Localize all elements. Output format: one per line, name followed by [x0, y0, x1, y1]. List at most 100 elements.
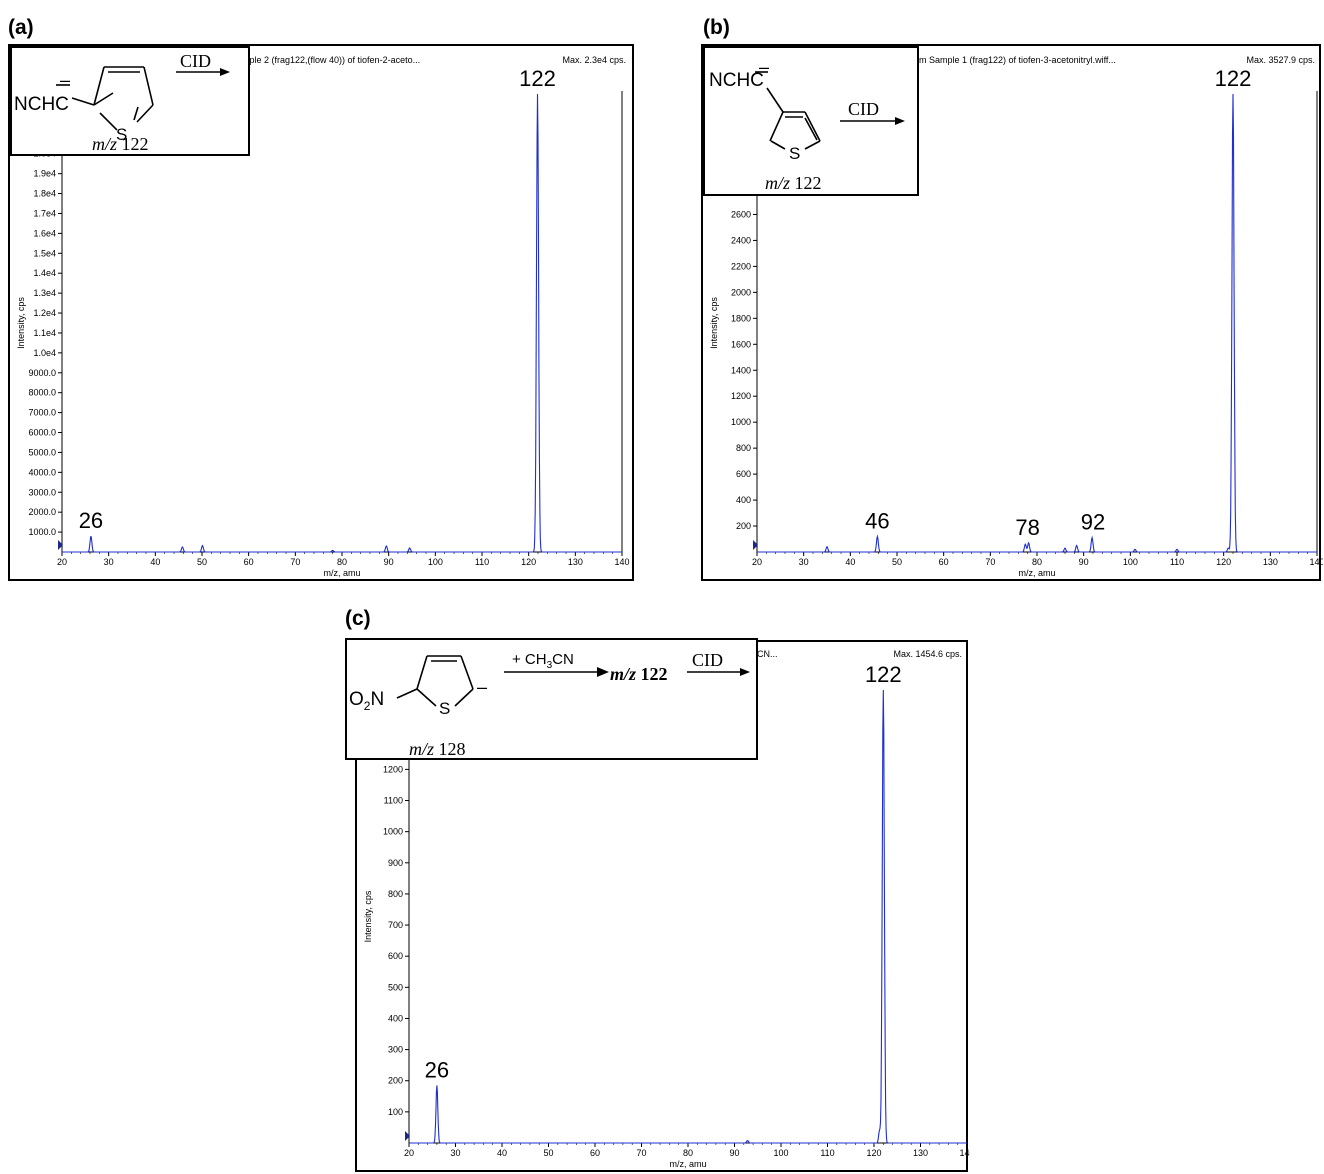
x-tick-label: 140	[959, 1148, 970, 1158]
y-tick-label: 1200	[383, 764, 403, 774]
x-tick-label: 20	[57, 557, 67, 567]
y-tick-label: 800	[388, 889, 403, 899]
y-tick-label: 2400	[731, 235, 751, 245]
y-tick-label: 2000	[731, 287, 751, 297]
y-tick-label: 1.7e4	[33, 208, 56, 218]
structure-drawing-b: NCHC – S CID m/z 122	[709, 57, 905, 193]
y-tick-label: 1000	[383, 827, 403, 837]
y-tick-label: 1.2e4	[33, 308, 56, 318]
inset-a-ring-atom: S	[116, 125, 127, 144]
x-tick-label: 130	[913, 1148, 928, 1158]
y-axis-title: Intensity, cps	[363, 890, 373, 942]
spectrum-trace	[62, 93, 622, 553]
panel-a-header: mple 2 (frag122,(flow 40)) of tiofen-2-a…	[242, 55, 421, 65]
x-tick-label: 60	[939, 557, 949, 567]
y-tick-label: 1100	[384, 796, 403, 806]
y-axis-marker	[405, 1131, 410, 1141]
inset-c-intermediate: m/z 122	[610, 664, 668, 684]
x-tick-label: 50	[892, 557, 902, 567]
x-axis-title: m/z, amu	[323, 568, 360, 578]
x-tick-label: 130	[568, 557, 583, 567]
x-tick-label: 110	[1170, 557, 1184, 567]
x-tick-label: 110	[820, 1148, 834, 1158]
x-tick-label: 60	[590, 1148, 600, 1158]
x-tick-label: 90	[1079, 557, 1089, 567]
y-tick-label: 900	[388, 858, 403, 868]
structure-inset-c: O2N – S + CH3CN m/z 122 CID m/z 128	[345, 638, 758, 760]
structure-drawing-c: O2N – S + CH3CN m/z 122 CID m/z 128	[349, 650, 750, 759]
peak-label: 92	[1081, 510, 1105, 535]
structure-inset-b: NCHC – S CID m/z 122	[703, 46, 919, 196]
x-tick-label: 50	[197, 557, 207, 567]
panel-c-header: CN...	[757, 649, 778, 659]
y-tick-label: 1000.0	[28, 527, 56, 537]
panel-label-a: (a)	[8, 16, 34, 39]
y-tick-label: 1.1e4	[33, 328, 56, 338]
inset-b-mz: m/z 122	[765, 173, 822, 193]
inset-c-charge: –	[477, 677, 487, 697]
y-tick-label: 500	[388, 982, 403, 992]
x-tick-label: 80	[1032, 557, 1042, 567]
y-tick-label: 8000.0	[28, 388, 56, 398]
y-tick-label: 1.8e4	[33, 189, 56, 199]
x-tick-label: 70	[985, 557, 995, 567]
inset-b-ring-atom: S	[789, 144, 800, 163]
y-tick-label: 200	[736, 521, 751, 531]
y-tick-label: 6000.0	[28, 428, 56, 438]
peak-label: 122	[519, 66, 556, 91]
x-tick-label: 130	[1263, 557, 1278, 567]
y-tick-label: 300	[388, 1045, 403, 1055]
peak-label: 78	[1015, 515, 1039, 540]
x-tick-label: 30	[799, 557, 809, 567]
x-tick-label: 90	[729, 1148, 739, 1158]
x-tick-label: 30	[450, 1148, 460, 1158]
inset-b-charge: –	[759, 57, 769, 77]
x-tick-label: 120	[521, 557, 536, 567]
y-tick-label: 1.5e4	[33, 248, 56, 258]
y-tick-label: 1.9e4	[33, 169, 56, 179]
structure-drawing-a: NCHC – S CID m/z 122	[14, 51, 230, 154]
y-tick-label: 2200	[731, 261, 751, 271]
peak-label: 46	[865, 508, 889, 533]
peak-label: 26	[425, 1057, 449, 1082]
peak-label: 26	[79, 508, 103, 533]
structure-inset-a: NCHC – S CID m/z 122	[10, 46, 250, 156]
panel-b-header: m Sample 1 (frag122) of tiofen-3-acetoni…	[919, 55, 1116, 65]
x-tick-label: 80	[683, 1148, 693, 1158]
y-axis-marker	[753, 540, 758, 550]
y-tick-label: 2600	[731, 209, 751, 219]
x-tick-label: 60	[244, 557, 254, 567]
y-tick-label: 1400	[731, 365, 751, 375]
inset-c-ring-atom: S	[439, 699, 450, 718]
inset-c-reactant: O2N	[349, 689, 384, 713]
y-tick-label: 9000.0	[28, 368, 56, 378]
y-tick-label: 3000.0	[28, 487, 56, 497]
inset-a-anion: NCHC	[14, 94, 69, 115]
inset-c-arrow-label: CID	[692, 650, 723, 670]
peak-label: 122	[865, 662, 902, 687]
y-tick-label: 1.6e4	[33, 228, 56, 238]
x-tick-label: 120	[1216, 557, 1231, 567]
y-tick-label: 1.0e4	[33, 348, 56, 358]
y-tick-label: 600	[388, 951, 403, 961]
y-tick-label: 1000	[731, 417, 751, 427]
x-tick-label: 40	[497, 1148, 507, 1158]
y-tick-label: 400	[736, 495, 751, 505]
inset-a-charge: –	[60, 70, 70, 90]
inset-c-mz: m/z 128	[409, 739, 466, 759]
x-tick-label: 100	[1123, 557, 1138, 567]
peak-label: 122	[1215, 66, 1252, 91]
x-tick-label: 120	[866, 1148, 881, 1158]
y-tick-label: 2000.0	[28, 507, 56, 517]
y-tick-label: 700	[388, 920, 403, 930]
x-tick-label: 140	[1309, 557, 1323, 567]
spectrum-panel-b: m Sample 1 (frag122) of tiofen-3-acetoni…	[701, 44, 1323, 581]
y-axis-title: Intensity, cps	[16, 297, 26, 349]
panel-a-max-label: Max. 2.3e4 cps.	[562, 55, 626, 65]
spectrum-trace	[409, 689, 967, 1144]
panel-label-b: (b)	[703, 16, 730, 39]
y-tick-label: 600	[736, 469, 751, 479]
x-tick-label: 90	[384, 557, 394, 567]
y-tick-label: 5000.0	[28, 447, 56, 457]
y-tick-label: 400	[388, 1013, 403, 1023]
